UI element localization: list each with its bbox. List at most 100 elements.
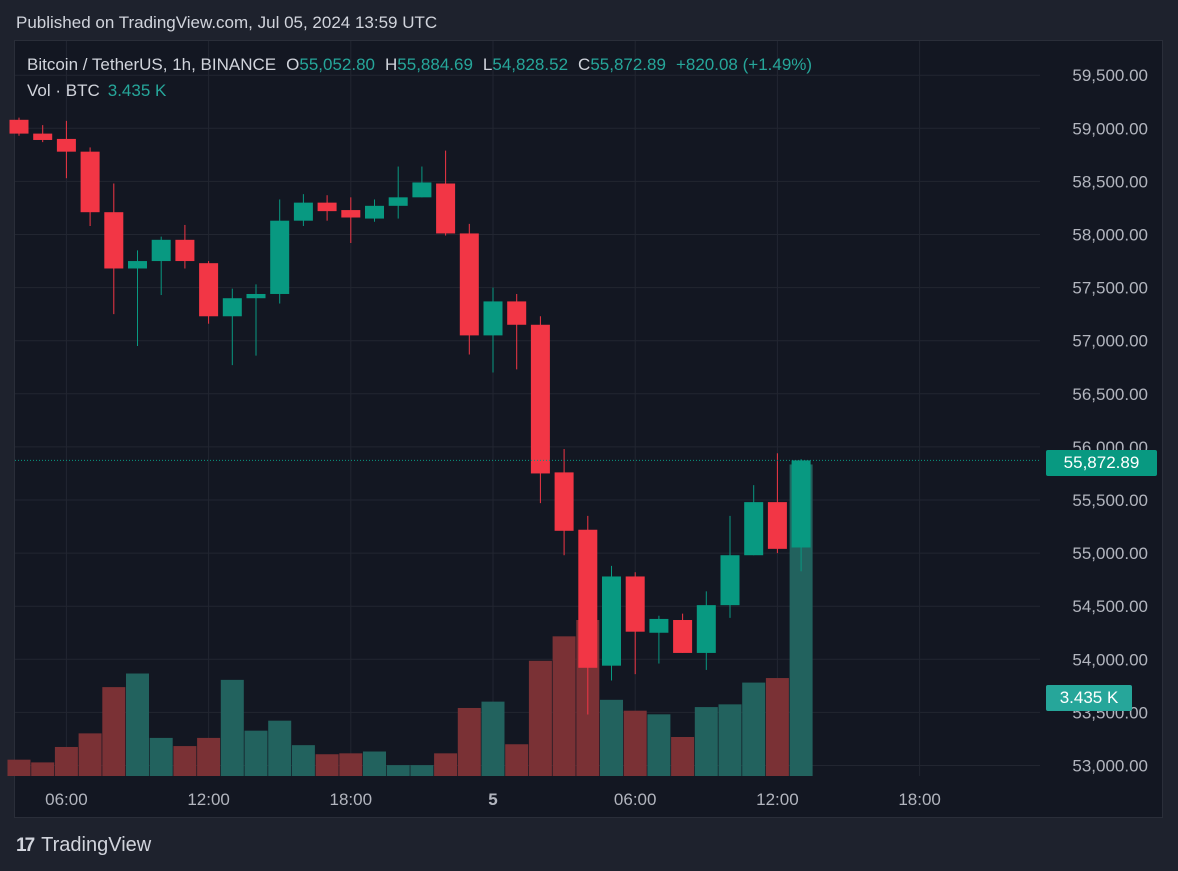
volume-bar — [7, 759, 31, 776]
brand-name: TradingView — [41, 834, 152, 856]
time-tick-label: 06:00 — [614, 790, 657, 809]
tradingview-logo[interactable]: 17 TradingView — [16, 834, 151, 857]
candle — [388, 166, 408, 219]
candle-body — [483, 301, 503, 336]
chart-grid — [15, 41, 1040, 776]
open-value: 55,052.80 — [299, 55, 375, 74]
candle-body — [388, 197, 408, 206]
candle — [341, 197, 361, 243]
candle — [365, 199, 384, 222]
volume-bar — [505, 744, 529, 776]
volume-bar — [481, 701, 505, 776]
price-tick-label: 54,500.00 — [1072, 597, 1148, 616]
volume-bar — [339, 753, 363, 776]
candle-body — [341, 210, 361, 218]
candle — [673, 613, 693, 653]
candle — [459, 223, 479, 355]
volume-bar — [78, 733, 102, 776]
candle-body — [602, 576, 621, 666]
time-axis: 06:00 12:00 18:00 5 06:00 12:00 18:00 — [45, 790, 941, 809]
volume-bar — [173, 746, 197, 776]
volume-bar — [457, 707, 481, 776]
volume-value: 3.435 K — [107, 81, 167, 100]
volume-bar — [671, 737, 695, 776]
price-tick-label: 59,000.00 — [1072, 119, 1148, 138]
candle — [483, 287, 503, 373]
candle — [507, 293, 527, 370]
candle-body — [56, 138, 76, 152]
candle — [128, 250, 147, 347]
volume-bar — [552, 636, 576, 776]
low-label: L — [482, 55, 493, 74]
candle-body — [459, 233, 479, 336]
time-tick-label: 06:00 — [45, 790, 88, 809]
candle-body — [412, 182, 432, 198]
candle-body — [791, 460, 811, 548]
volume-bar — [291, 745, 315, 776]
candle-body — [80, 151, 100, 213]
candle-body — [199, 263, 219, 317]
candle — [9, 117, 29, 136]
price-tick-label: 57,500.00 — [1072, 279, 1148, 298]
candle-body — [767, 502, 787, 549]
candle — [720, 515, 740, 618]
candle — [744, 485, 764, 556]
price-tick-label: 58,500.00 — [1072, 172, 1148, 191]
volume-bar — [742, 682, 766, 776]
candle-body — [744, 502, 764, 556]
price-tick-label: 57,000.00 — [1072, 332, 1148, 351]
price-tick-label: 55,500.00 — [1072, 491, 1148, 510]
candle-body — [365, 205, 384, 219]
ohlc-legend: Bitcoin / TetherUS, 1h, BINANCE O55,052.8… — [27, 55, 822, 75]
candle-body — [104, 212, 124, 269]
candle — [175, 224, 195, 269]
volume-bar — [718, 704, 742, 776]
price-tick-label: 56,500.00 — [1072, 385, 1148, 404]
candle-body — [151, 239, 171, 262]
time-tick-label: 18:00 — [898, 790, 941, 809]
high-value: 55,884.69 — [397, 55, 473, 74]
open-label: O — [286, 55, 300, 74]
last-volume-tag: 3.435 K — [1046, 685, 1132, 711]
volume-bar — [31, 762, 55, 776]
low-value: 54,828.52 — [492, 55, 569, 74]
candle-body — [720, 555, 740, 606]
price-tick-label: 58,000.00 — [1072, 226, 1148, 245]
candle — [317, 195, 337, 221]
candle-body — [317, 202, 337, 212]
volume-bar — [197, 737, 221, 776]
candle — [578, 515, 598, 715]
candle-body — [649, 618, 669, 633]
volume-label: Vol · BTC — [27, 81, 100, 100]
candle — [602, 565, 621, 681]
volume-bar — [363, 751, 386, 776]
candle — [625, 572, 645, 675]
volume-bar — [149, 737, 173, 776]
volume-bar — [528, 660, 552, 776]
candle — [293, 194, 313, 227]
volume-bar — [765, 678, 789, 776]
candle — [696, 591, 716, 670]
volume-bar — [647, 714, 671, 776]
volume-legend: Vol · BTC 3.435 K — [27, 81, 166, 101]
candle — [649, 615, 669, 664]
volume-bar — [315, 754, 339, 776]
candle — [436, 150, 456, 236]
price-tick-label: 54,000.00 — [1072, 650, 1148, 669]
volume-bar — [126, 673, 149, 776]
candle-body — [128, 261, 147, 269]
price-tick-label: 55,000.00 — [1072, 544, 1148, 563]
candle-body — [436, 183, 456, 234]
candle-body — [270, 220, 290, 294]
candle-body — [246, 293, 266, 299]
candle — [151, 236, 171, 296]
candle — [33, 125, 53, 143]
volume-bar — [244, 730, 268, 776]
candle — [530, 316, 550, 504]
candle — [554, 449, 574, 556]
candle-body — [293, 202, 313, 221]
last-price-tag: 55,872.89 — [1046, 450, 1157, 476]
volume-bar — [410, 765, 434, 776]
close-label: C — [578, 55, 591, 74]
